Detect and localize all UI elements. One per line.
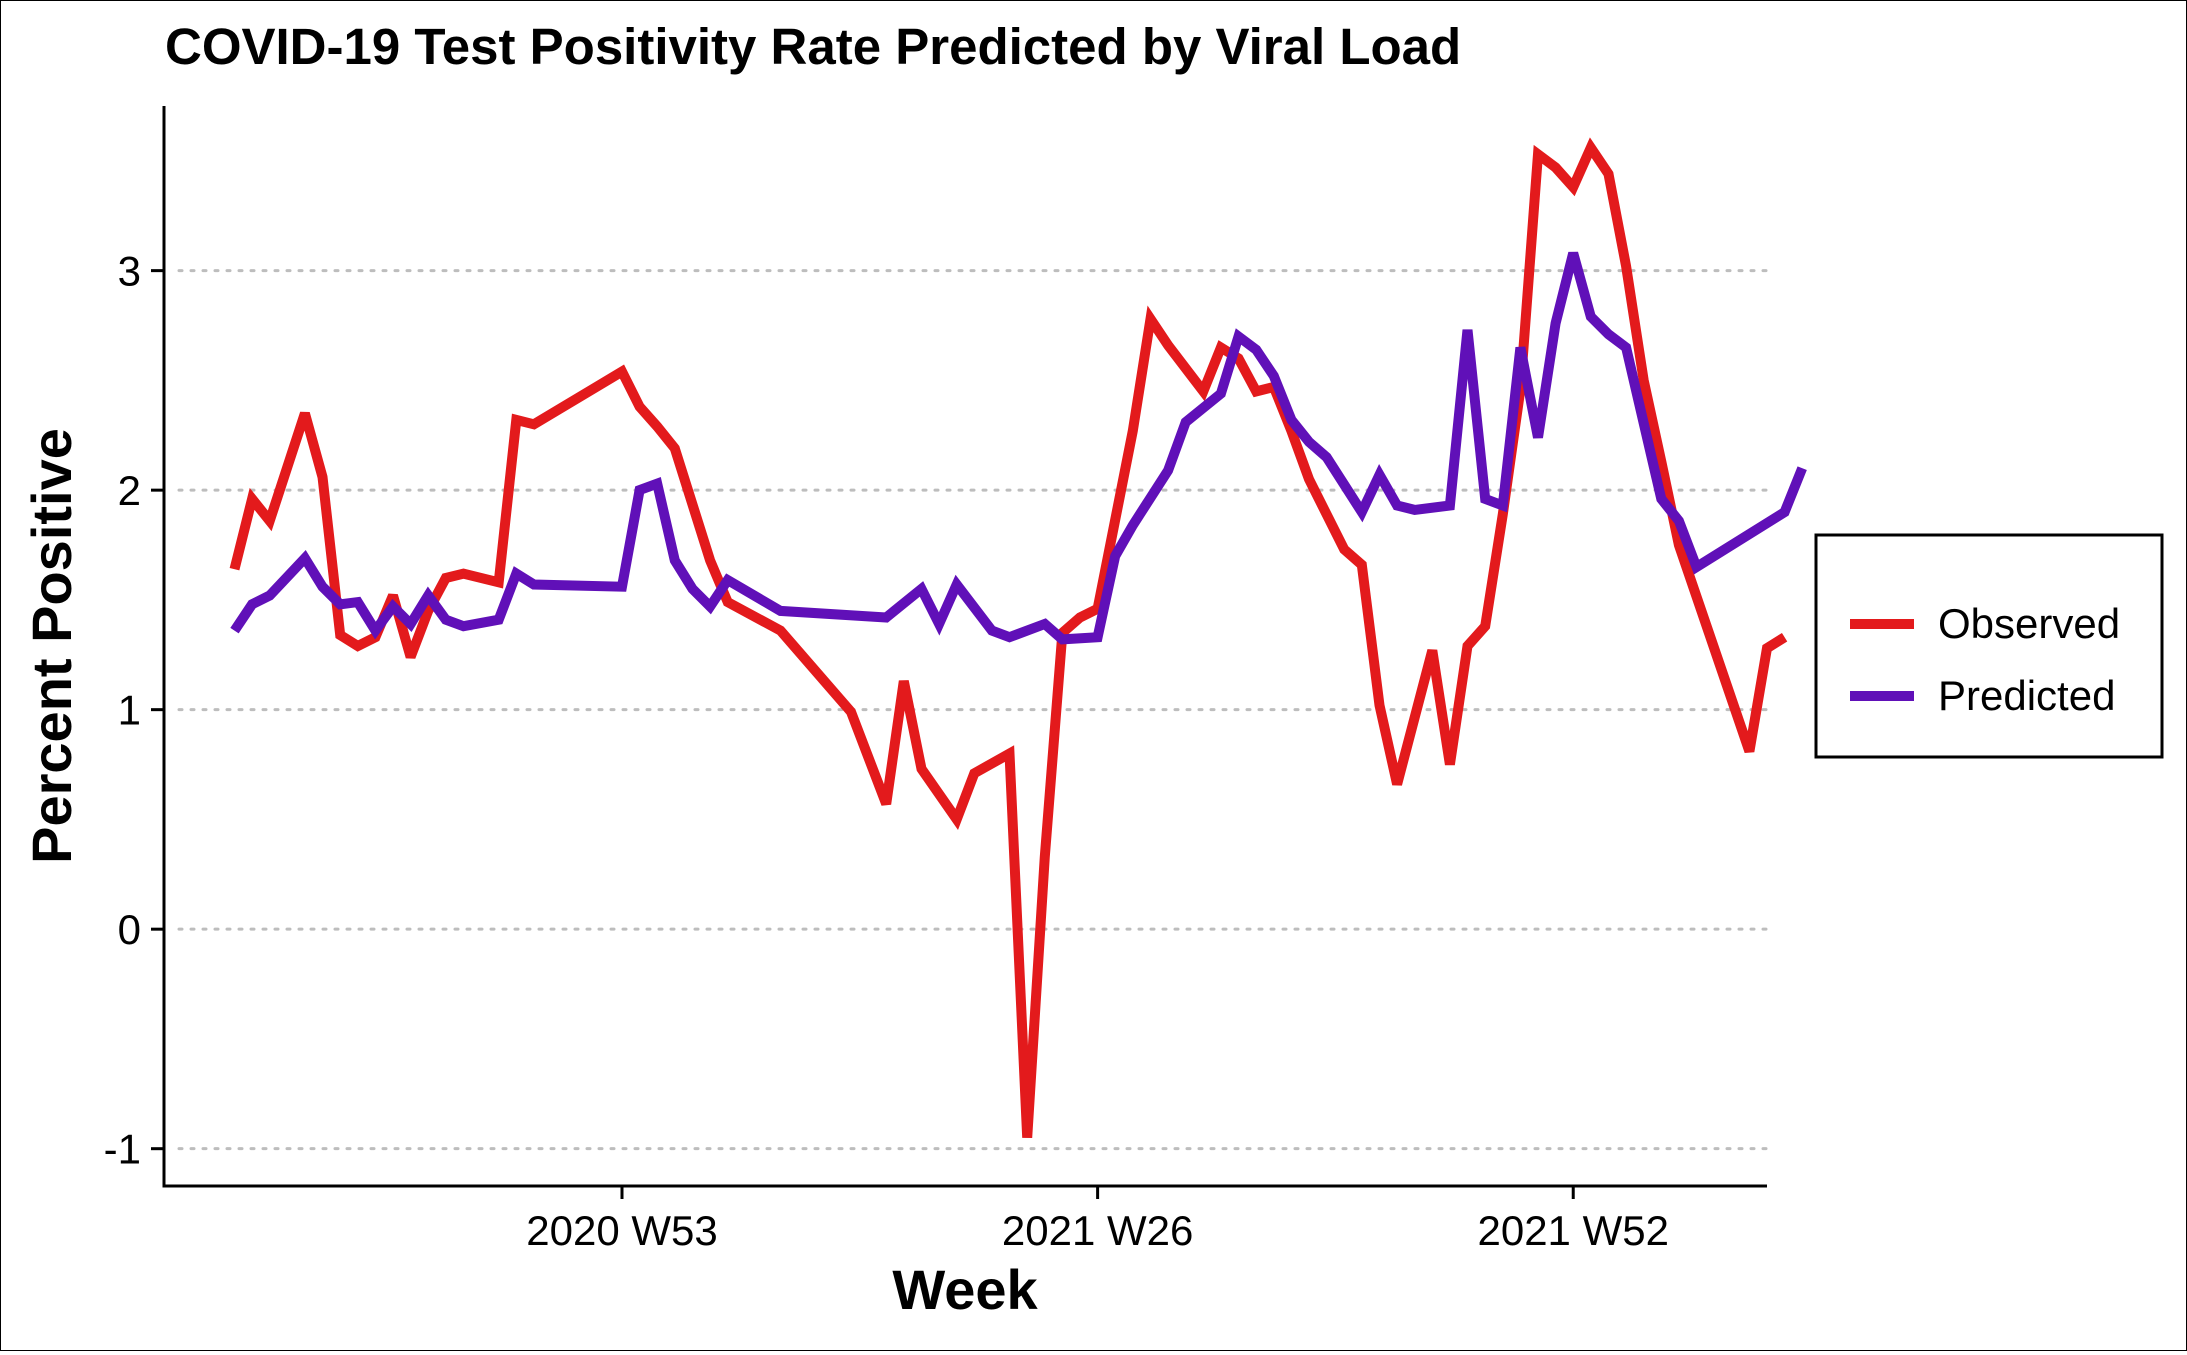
x-axis-ticks: 2020 W53 2021 W26 2021 W52 <box>526 1186 1669 1254</box>
y-tick-label: 1 <box>118 687 141 734</box>
x-tick-label: 2020 W53 <box>526 1207 717 1254</box>
y-tick-label: -1 <box>104 1126 141 1173</box>
series-line-observed <box>229 137 1788 1139</box>
plot-lines <box>229 137 1807 1139</box>
y-tick-label: 2 <box>118 467 141 514</box>
x-tick-label: 2021 W52 <box>1477 1207 1668 1254</box>
series-line-predicted <box>230 251 1807 645</box>
legend-label-predicted: Predicted <box>1938 672 2115 719</box>
chart-title: COVID-19 Test Positivity Rate Predicted … <box>165 18 1461 75</box>
x-axis-title: Week <box>892 1258 1038 1321</box>
x-tick-label: 2021 W26 <box>1002 1207 1193 1254</box>
y-axis-title: Percent Positive <box>20 428 83 864</box>
y-tick-label: 0 <box>118 906 141 953</box>
y-tick-label: 3 <box>118 248 141 295</box>
y-axis-ticks: -1 0 1 2 3 <box>104 248 164 1173</box>
legend: Observed Predicted <box>1814 533 2164 759</box>
legend-box <box>1814 533 2164 759</box>
legend-label-observed: Observed <box>1938 600 2120 647</box>
